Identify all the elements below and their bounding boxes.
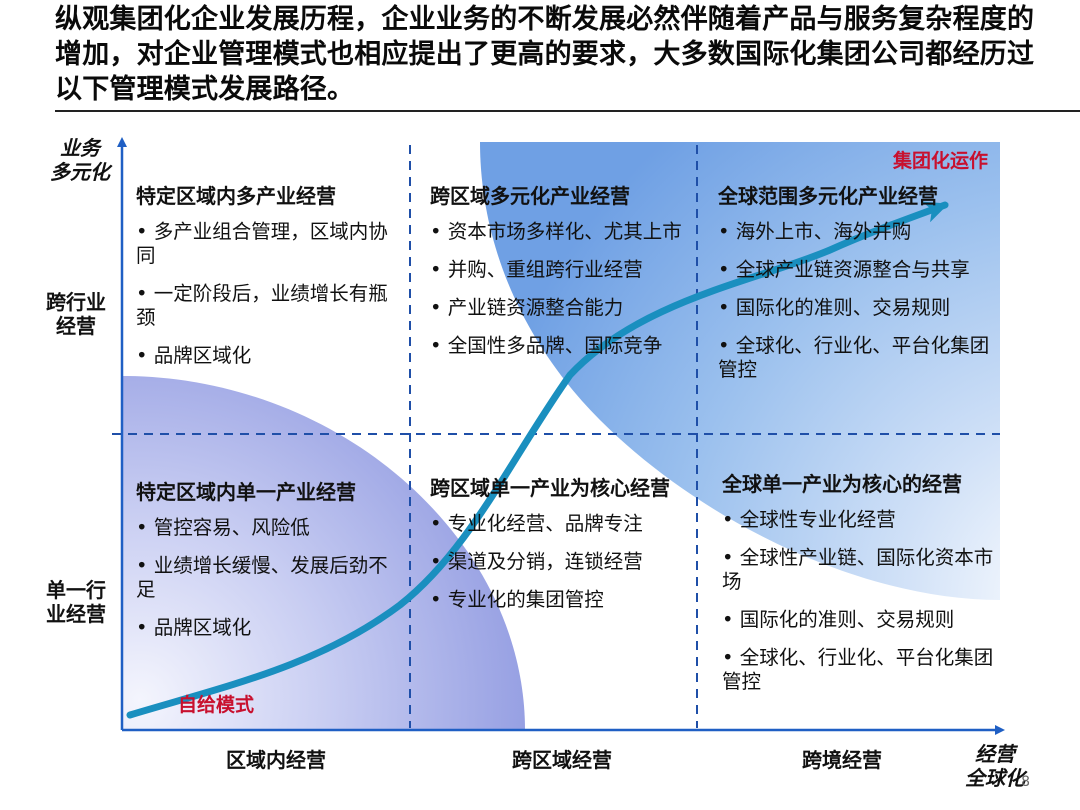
tag-group-operation: 集团化运作 xyxy=(893,150,989,172)
cell-bullet: 专业化的集团管控 xyxy=(430,588,690,612)
page-number: 8 xyxy=(1021,774,1030,790)
cell-bullet: 专业化经营、品牌专注 xyxy=(430,512,690,536)
cell-bullet: 一定阶段后，业绩增长有瓶颈 xyxy=(136,282,391,330)
cell-bottom-right: 全球单一产业为核心的经营 全球性专业化经营 全球性产业链、国际化资本市场 国际化… xyxy=(722,472,997,708)
cell-title: 跨区域单一产业为核心经营 xyxy=(430,476,670,500)
headline: 纵观集团化企业发展历程，企业业务的不断发展必然伴随着产品与服务复杂程度的增加，对… xyxy=(55,4,1035,105)
cell-bullet: 全球性产业链、国际化资本市场 xyxy=(722,546,997,594)
tag-self-sufficient: 自给模式 xyxy=(178,694,255,716)
cell-bullet: 全国性多品牌、国际竞争 xyxy=(430,334,685,358)
cell-bullet: 全球化、行业化、平台化集团管控 xyxy=(718,334,993,382)
headline-divider xyxy=(55,110,1080,112)
cell-bullet: 品牌区域化 xyxy=(136,616,391,640)
growth-curve xyxy=(126,201,949,719)
cell-title: 全球单一产业为核心的经营 xyxy=(722,472,962,496)
cell-bottom-left: 特定区域内单一产业经营 管控容易、风险低 业绩增长缓慢、发展后劲不足 品牌区域化 xyxy=(136,480,391,654)
cell-bullet: 品牌区域化 xyxy=(136,344,391,368)
y-axis-title: 业务 多元化 xyxy=(50,136,110,184)
cell-bullet: 全球产业链资源整合与共享 xyxy=(718,258,993,282)
cell-bottom-mid: 跨区域单一产业为核心经营 专业化经营、品牌专注 渠道及分销，连锁经营 专业化的集… xyxy=(430,476,690,626)
cell-title: 全球范围多元化产业经营 xyxy=(718,184,938,208)
cell-top-mid: 跨区域多元化产业经营 资本市场多样化、尤其上市 并购、重组跨行业经营 产业链资源… xyxy=(430,184,685,372)
x-axis-title: 经营 全球化 xyxy=(965,742,1025,790)
cell-bullet: 多产业组合管理，区域内协同 xyxy=(136,220,391,268)
cell-title: 跨区域多元化产业经营 xyxy=(430,184,630,208)
bubble-bottom-left xyxy=(122,376,525,730)
cell-bullet: 全球性专业化经营 xyxy=(722,508,997,532)
cell-top-left: 特定区域内多产业经营 多产业组合管理，区域内协同 一定阶段后，业绩增长有瓶颈 品… xyxy=(136,184,391,382)
cell-bullet: 业绩增长缓慢、发展后劲不足 xyxy=(136,554,391,602)
x-level-cross-regional: 跨区域经营 xyxy=(512,748,612,772)
cell-title: 特定区域内单一产业经营 xyxy=(136,480,356,504)
cell-bullet: 产业链资源整合能力 xyxy=(430,296,685,320)
cell-title: 特定区域内多产业经营 xyxy=(136,184,336,208)
cell-bullet: 国际化的准则、交易规则 xyxy=(718,296,993,320)
y-level-cross-industry: 跨行业 经营 xyxy=(46,290,106,338)
cell-bullet: 并购、重组跨行业经营 xyxy=(430,258,685,282)
y-level-single-industry: 单一行 业经营 xyxy=(46,578,106,626)
x-level-cross-border: 跨境经营 xyxy=(802,748,882,772)
cell-bullet: 国际化的准则、交易规则 xyxy=(722,608,997,632)
cell-bullet: 管控容易、风险低 xyxy=(136,516,391,540)
cell-bullet: 资本市场多样化、尤其上市 xyxy=(430,220,685,244)
cell-top-right: 全球范围多元化产业经营 海外上市、海外并购 全球产业链资源整合与共享 国际化的准… xyxy=(718,184,993,396)
x-level-regional: 区域内经营 xyxy=(226,748,326,772)
cell-bullet: 渠道及分销，连锁经营 xyxy=(430,550,690,574)
cell-bullet: 海外上市、海外并购 xyxy=(718,220,993,244)
cell-bullet: 全球化、行业化、平台化集团管控 xyxy=(722,646,997,694)
